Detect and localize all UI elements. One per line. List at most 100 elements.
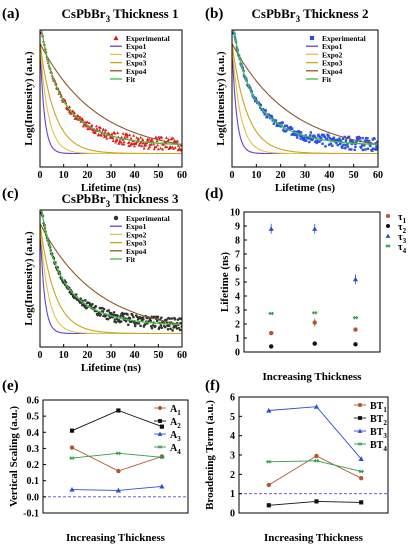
experimental-point [173, 317, 177, 321]
series-τ1 [268, 318, 358, 336]
experimental-point [324, 145, 327, 148]
experimental-point [341, 146, 344, 150]
experimental-point [156, 143, 160, 147]
experimental-point [282, 129, 285, 132]
series-line [71, 410, 163, 432]
legend-label: Fit [322, 75, 332, 84]
experimental-point [166, 328, 170, 331]
experimental-point [323, 135, 327, 139]
legend-label: τ2 [398, 222, 407, 235]
experimental-point [328, 137, 332, 140]
data-point [266, 482, 272, 488]
experimental-point [169, 146, 173, 150]
experimental-point [336, 138, 339, 141]
y-tick-label: 0.0 [27, 492, 40, 503]
experimental-point [371, 147, 375, 150]
x-tick-label: 10 [59, 350, 69, 361]
y-tick-label: 1 [230, 489, 235, 500]
experimental-point [171, 136, 175, 140]
experimental-point [120, 320, 123, 323]
experimental-point [167, 147, 171, 151]
experimental-point [61, 100, 65, 103]
experimental-point [363, 139, 367, 142]
legend-marker [385, 233, 391, 238]
experimental-point [317, 133, 320, 137]
experimental-point [176, 139, 180, 143]
experimental-point [102, 307, 106, 311]
experimental-point [113, 131, 117, 135]
data-point [69, 456, 75, 460]
experimental-point [290, 127, 294, 130]
experimental-point [301, 136, 304, 139]
data-point [115, 451, 121, 455]
x-tick-label: 60 [177, 350, 187, 361]
series-τ3 [268, 223, 359, 285]
experimental-point [84, 124, 88, 128]
experimental-point [88, 302, 91, 305]
experimental-point [361, 148, 365, 152]
experimental-point [169, 327, 172, 330]
legend-label: Expo2 [126, 230, 147, 239]
experimental-point [165, 145, 169, 148]
y-tick-label: 5 [235, 278, 240, 289]
experimental-point [337, 139, 341, 143]
experimental-point [270, 115, 274, 118]
series-BT4 [266, 459, 364, 473]
experimental-point [374, 142, 377, 145]
experimental-point [131, 313, 134, 317]
data-point [314, 499, 319, 504]
experimental-point [130, 142, 134, 146]
x-tick-label: 10 [59, 170, 69, 181]
x-axis-label: Increasing Thickness [264, 532, 364, 544]
legend-label: Expo4 [126, 67, 147, 76]
experimental-point [93, 130, 97, 134]
legend-label: Expo3 [126, 59, 147, 68]
y-tick-label: 4 [235, 292, 240, 303]
plot-area [40, 30, 182, 155]
experimental-point [320, 133, 324, 137]
experimental-point [66, 107, 70, 111]
experimental-point [113, 318, 117, 321]
data-point [159, 424, 164, 429]
x-axis-label: Increasing Thickness [66, 532, 166, 544]
expo4-line [232, 43, 378, 146]
experimental-point [358, 136, 362, 140]
experimental-point [262, 110, 265, 114]
experimental-point [111, 136, 115, 140]
experimental-point [91, 302, 94, 306]
x-tick-label: 10 [251, 170, 261, 181]
data-point [268, 226, 274, 231]
legend-marker [157, 405, 163, 411]
fit-line [41, 30, 182, 146]
experimental-point [152, 147, 156, 151]
experimental-point [171, 329, 174, 332]
legend-label: A4 [170, 443, 181, 456]
experimental-point [135, 136, 139, 139]
data-point [314, 453, 319, 459]
legend-label: Experimental [126, 34, 170, 43]
experimental-point [285, 124, 288, 127]
y-axis-label: Log(Intensity) (a.u.) [23, 51, 35, 146]
experimental-point [320, 137, 323, 140]
experimental-point [141, 137, 145, 141]
experimental-point [112, 311, 116, 314]
experimental-point [366, 137, 369, 140]
panel-label: (f) [205, 378, 220, 394]
legend-label: Expo3 [126, 239, 147, 248]
experimental-point [122, 315, 125, 318]
panel-label: (d) [205, 186, 223, 202]
plot-frame [238, 396, 389, 514]
experimental-point [98, 128, 102, 132]
x-axis-label: Lifetime (ns) [275, 182, 336, 194]
experimental-point [261, 108, 265, 111]
plot-area [40, 210, 182, 335]
experimental-point [170, 145, 174, 149]
legend-label: Experimental [322, 34, 366, 43]
experimental-point [353, 148, 356, 152]
experimental-point [94, 305, 98, 308]
panel-title: CsPbBr3 Thickness 2 [252, 6, 369, 24]
experimental-point [120, 142, 124, 146]
experimental-point [259, 103, 262, 107]
experimental-point [104, 134, 108, 138]
experimental-point [335, 141, 338, 145]
